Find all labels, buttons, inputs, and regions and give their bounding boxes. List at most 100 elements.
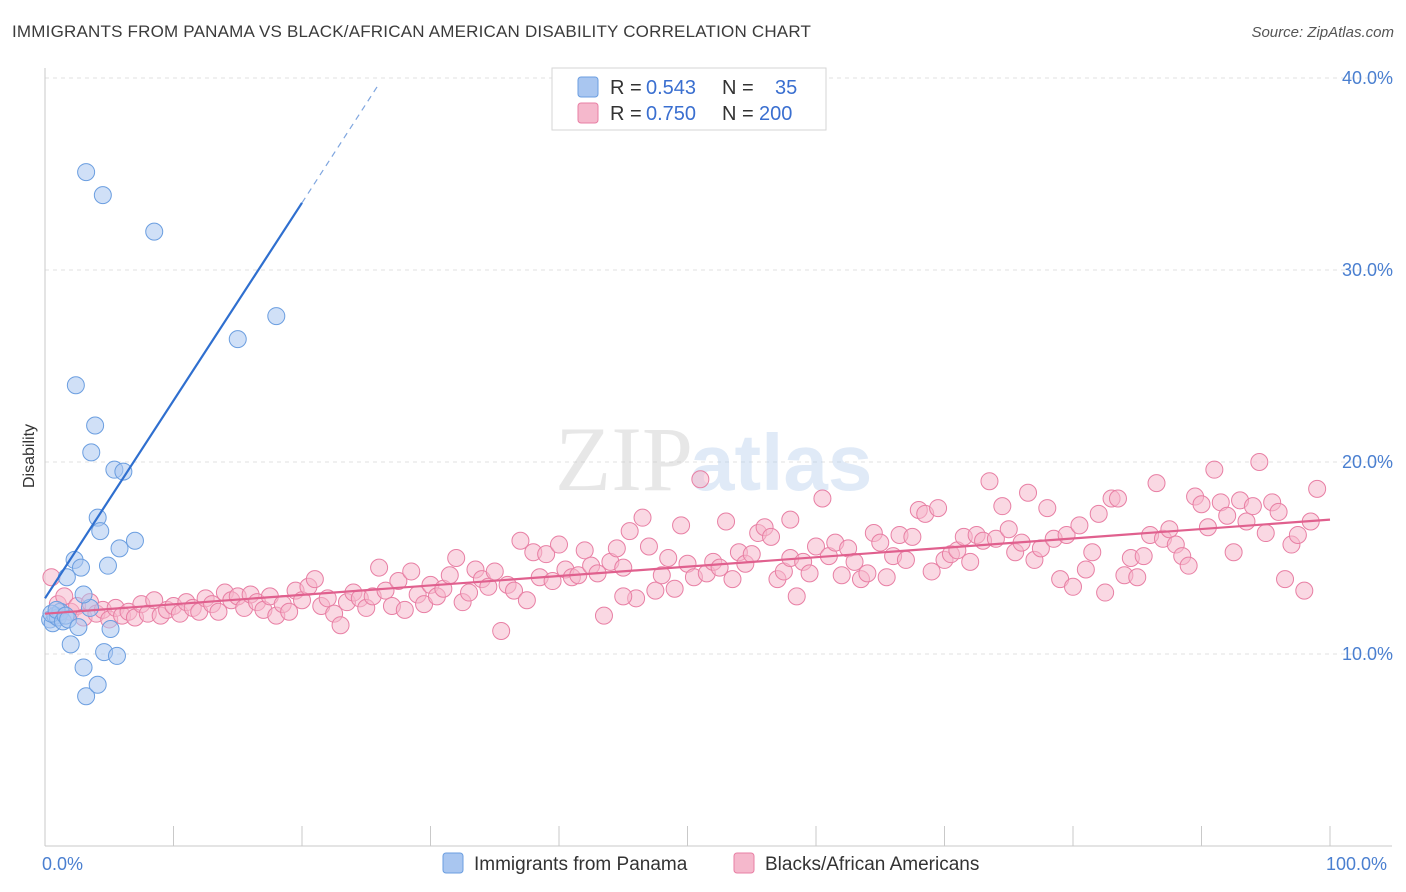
blacks-african-americans-point-83	[575, 541, 594, 560]
blacks-african-americans-point-159	[1064, 577, 1082, 596]
blacks-african-americans-point-164	[1096, 583, 1115, 602]
blacks-african-americans-point-94	[646, 581, 665, 600]
blacks-african-americans-point-74	[517, 591, 536, 610]
watermark-zip: ZIP	[555, 408, 693, 510]
blacks-african-americans-point-109	[742, 545, 761, 564]
immigrants-from-panama-point-13	[71, 558, 90, 577]
trend-line-panama	[44, 202, 303, 599]
blacks-african-americans-point-112	[762, 527, 781, 546]
legend-n-value-1: 35	[775, 77, 797, 99]
blacks-african-americans-point-146	[980, 472, 999, 491]
blacks-african-americans-point-90	[620, 522, 639, 541]
legend-r-value-2: 0.750	[646, 103, 696, 125]
blacks-african-americans-point-26	[209, 602, 228, 621]
legend-n-value-2: 200	[759, 103, 792, 125]
blacks-african-americans-point-184	[1224, 543, 1243, 562]
bottom-legend-label-blue: Immigrants from Panama	[474, 854, 688, 875]
immigrants-from-panama-point-29	[114, 462, 133, 481]
y-axis-label: Disability	[21, 424, 38, 488]
blacks-african-americans-point-52	[376, 581, 395, 600]
blacks-african-americans-point-161	[1076, 560, 1095, 579]
immigrants-from-panama-point-20	[82, 443, 101, 462]
blacks-african-americans-point-162	[1083, 543, 1102, 562]
watermark: ZIP atlas	[555, 408, 872, 510]
blacks-african-americans-point-65	[460, 583, 479, 602]
blacks-african-americans-point-137	[922, 562, 941, 581]
blacks-african-americans-point-198	[781, 510, 800, 529]
blacks-african-americans-point-195	[1295, 581, 1314, 600]
blacks-african-americans-point-119	[807, 537, 825, 556]
immigrants-from-panama-point-23	[91, 522, 110, 541]
blacks-african-americans-point-127	[858, 564, 877, 583]
immigrants-from-panama-point-25	[101, 620, 120, 639]
blacks-african-americans-point-101	[691, 470, 710, 489]
immigrants-from-panama-point-31	[107, 646, 126, 665]
bottom-legend-swatch-pink	[733, 852, 755, 874]
immigrants-from-panama-point-34	[145, 222, 164, 241]
blacks-african-americans-point-72	[505, 581, 524, 600]
blacks-african-americans-point-0	[42, 568, 61, 587]
blacks-african-americans-point-174	[1160, 520, 1179, 539]
immigrants-from-panama-point-32	[77, 163, 96, 182]
blacks-african-americans-point-70	[492, 621, 511, 640]
immigrants-from-panama-point-19	[66, 376, 85, 395]
x-tick-label-right: 100.0%	[1326, 854, 1387, 874]
y-tick-label-10: 10.0%	[1342, 644, 1393, 664]
blacks-african-americans-point-183	[1218, 506, 1237, 525]
blacks-african-americans-point-79	[550, 535, 568, 554]
legend-n-label-2: N =	[722, 103, 754, 125]
blacks-african-americans-point-97	[665, 579, 684, 598]
blacks-african-americans-point-170	[1134, 547, 1153, 566]
immigrants-from-panama-point-24	[98, 556, 117, 575]
legend-swatch-blue	[577, 76, 599, 98]
blacks-african-americans-point-160	[1070, 516, 1089, 535]
blacks-african-americans-point-187	[1243, 497, 1262, 516]
blacks-african-americans-point-152	[1019, 483, 1038, 502]
blacks-african-americans-point-130	[877, 568, 896, 587]
trend-line-black-african-american	[44, 518, 1331, 615]
blacks-african-americans-point-172	[1147, 474, 1166, 493]
immigrants-from-panama-point-14	[57, 568, 76, 587]
immigrants-from-panama-point-37	[125, 531, 144, 550]
blacks-african-americans-point-63	[447, 549, 466, 567]
blacks-african-americans-point-143	[961, 552, 980, 571]
blacks-african-americans-point-181	[1205, 460, 1224, 479]
blacks-african-americans-point-134	[903, 527, 922, 546]
immigrants-from-panama-point-35	[228, 330, 247, 349]
blacks-african-americans-point-148	[993, 497, 1012, 516]
blacks-african-americans-point-45	[331, 616, 350, 635]
blacks-african-americans-point-77	[537, 545, 556, 564]
correlation-legend: R = 0.543 N = 35 R = 0.750 N = 200	[551, 67, 827, 131]
blacks-african-americans-point-155	[1038, 499, 1057, 518]
x-axis-ticks	[44, 826, 1331, 846]
blacks-african-americans-point-41	[305, 570, 324, 589]
y-tick-label-30: 30.0%	[1342, 260, 1393, 280]
blacks-african-americans-point-169	[1128, 568, 1147, 587]
y-tick-labels: 10.0% 20.0% 30.0% 40.0%	[1342, 68, 1393, 664]
blacks-african-americans-point-86	[594, 606, 613, 625]
blacks-african-americans-point-118	[800, 564, 819, 583]
immigrants-from-panama-point-36	[267, 307, 286, 326]
legend-r-value-1: 0.543	[646, 77, 696, 99]
legend-n-label-1: N =	[722, 77, 754, 99]
blacks-african-americans-point-192	[1276, 570, 1295, 589]
blacks-african-americans-point-194	[1288, 525, 1307, 544]
legend-r-label-2: R =	[610, 103, 642, 125]
immigrants-from-panama-point-18	[74, 585, 93, 604]
blacks-african-americans-point-186	[1237, 512, 1256, 531]
blacks-african-americans-point-189	[1256, 524, 1275, 543]
blacks-african-americans-point-73	[511, 531, 530, 550]
blacks-african-americans-point-199	[614, 587, 633, 606]
blacks-african-americans-point-55	[395, 600, 414, 619]
immigrants-from-panama-point-28	[88, 675, 107, 694]
immigrants-from-panama-point-30	[110, 539, 129, 558]
trend-lines	[44, 83, 1331, 615]
chart-title: IMMIGRANTS FROM PANAMA VS BLACK/AFRICAN …	[12, 22, 812, 41]
series-legend: Immigrants from Panama Blacks/African Am…	[442, 852, 979, 875]
blacks-african-americans-point-105	[717, 512, 736, 531]
blacks-african-americans-point-93	[639, 537, 658, 556]
blacks-african-americans-point-88	[607, 539, 626, 558]
bottom-legend-label-pink: Blacks/African Americans	[765, 854, 979, 875]
blacks-african-americans-point-98	[672, 516, 691, 535]
